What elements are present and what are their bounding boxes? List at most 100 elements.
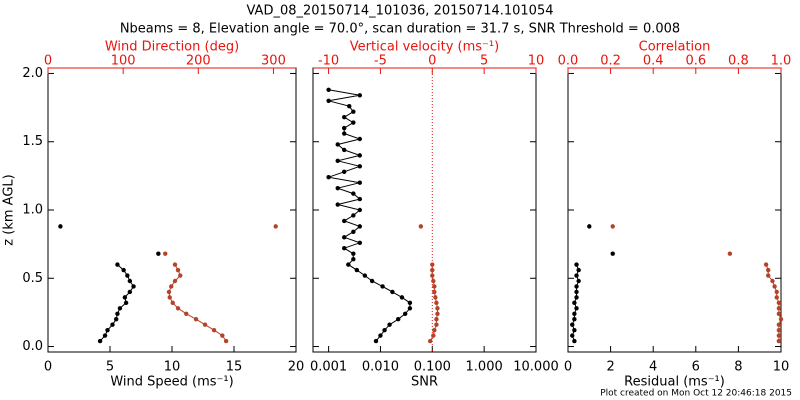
- data-point: [123, 300, 129, 306]
- data-point: [121, 267, 126, 273]
- x2-tick-label: 0.8: [728, 54, 749, 69]
- data-point: [127, 278, 133, 284]
- x-tick-label: 0.100: [414, 360, 451, 375]
- data-point: [342, 131, 347, 136]
- x-tick-label: 10.000: [513, 360, 559, 375]
- x-tick-label: 8: [734, 360, 742, 375]
- series-line: [572, 226, 589, 341]
- data-point: [335, 142, 340, 147]
- data-point: [610, 224, 615, 229]
- y-axis-label: z (km AGL): [2, 174, 17, 245]
- data-point: [175, 267, 181, 273]
- data-point: [335, 185, 340, 191]
- title: VAD_08_20150714_101036, 20150714.101054: [247, 4, 554, 19]
- data-point: [432, 327, 437, 333]
- data-point: [766, 273, 771, 278]
- data-point: [776, 322, 782, 327]
- data-point: [166, 289, 172, 295]
- x2-tick-label: 5: [480, 54, 488, 69]
- data-point: [574, 262, 579, 267]
- data-point: [110, 322, 115, 327]
- data-point: [342, 235, 347, 240]
- data-point: [766, 267, 771, 273]
- x-axis-label: Wind Speed (ms⁻¹): [110, 375, 233, 390]
- data-point: [407, 306, 413, 311]
- x2-tick-label: 0: [44, 54, 52, 69]
- x2-tick-label: 0.6: [685, 54, 706, 69]
- data-point: [172, 278, 178, 284]
- data-point: [346, 262, 351, 267]
- data-point: [774, 289, 779, 295]
- x2-tick-label: 0.2: [600, 54, 621, 69]
- series-line: [613, 226, 781, 341]
- data-point: [335, 158, 340, 164]
- data-point: [373, 338, 379, 344]
- data-point: [387, 322, 392, 327]
- data-point: [574, 295, 579, 300]
- y-tick-label: 1.5: [22, 134, 43, 149]
- data-point: [351, 191, 356, 196]
- data-point: [357, 136, 363, 142]
- data-point: [351, 251, 356, 256]
- plot-frame: [312, 67, 537, 353]
- data-point: [131, 284, 136, 289]
- data-point: [434, 300, 439, 306]
- data-point: [178, 273, 183, 278]
- data-point: [117, 306, 123, 311]
- data-point: [357, 153, 363, 158]
- data-point: [776, 306, 782, 311]
- data-point: [572, 300, 577, 306]
- data-point: [351, 109, 356, 114]
- data-point: [351, 229, 356, 235]
- data-point: [570, 333, 575, 338]
- data-point: [342, 125, 347, 131]
- data-point: [587, 224, 592, 229]
- subtitle: Nbeams = 8, Elevation angle = 70.0°, sca…: [120, 22, 680, 37]
- data-point: [428, 338, 433, 344]
- data-point: [776, 311, 782, 316]
- x2-tick-label: 300: [261, 54, 286, 69]
- x-axis-label: Residual (ms⁻¹): [624, 375, 725, 390]
- x-tick-label: 1.000: [466, 360, 503, 375]
- data-point: [115, 262, 120, 267]
- data-point: [378, 333, 383, 338]
- x2-axis-label: Correlation: [639, 40, 711, 55]
- y-tick-label: 0.0: [22, 339, 43, 354]
- data-point: [572, 317, 577, 322]
- x-tick-label: 2: [606, 360, 614, 375]
- data-point: [434, 317, 439, 322]
- data-point: [220, 333, 225, 338]
- data-point: [175, 306, 181, 311]
- data-point: [97, 338, 103, 344]
- data-point: [357, 196, 363, 202]
- x2-tick-label: 0: [428, 54, 436, 69]
- data-point: [776, 333, 782, 338]
- x-tick-label: 6: [692, 360, 700, 375]
- x-axis-label: SNR: [411, 375, 438, 390]
- y-tick-label: 1.0: [22, 203, 43, 218]
- data-point: [326, 175, 331, 180]
- data-point: [433, 295, 438, 300]
- data-point: [357, 180, 363, 185]
- data-point: [574, 289, 579, 295]
- footer: Plot created on Mon Oct 12 20:46:18 2015: [600, 389, 792, 399]
- data-point: [776, 300, 782, 306]
- data-point: [163, 251, 168, 256]
- data-point: [776, 338, 782, 344]
- data-point: [167, 295, 172, 300]
- x2-axis-label: Vertical velocity (ms⁻¹): [350, 40, 499, 55]
- data-point: [223, 338, 229, 344]
- data-point: [380, 284, 385, 289]
- data-point: [193, 317, 199, 322]
- data-point: [396, 317, 401, 322]
- data-point: [211, 327, 217, 333]
- y-tick-label: 2.0: [22, 66, 43, 81]
- data-point: [382, 327, 387, 333]
- data-point: [418, 224, 424, 229]
- data-point: [763, 262, 769, 267]
- x-tick-label: 0.010: [362, 360, 399, 375]
- data-point: [574, 273, 579, 278]
- data-point: [435, 306, 440, 311]
- data-point: [610, 251, 615, 256]
